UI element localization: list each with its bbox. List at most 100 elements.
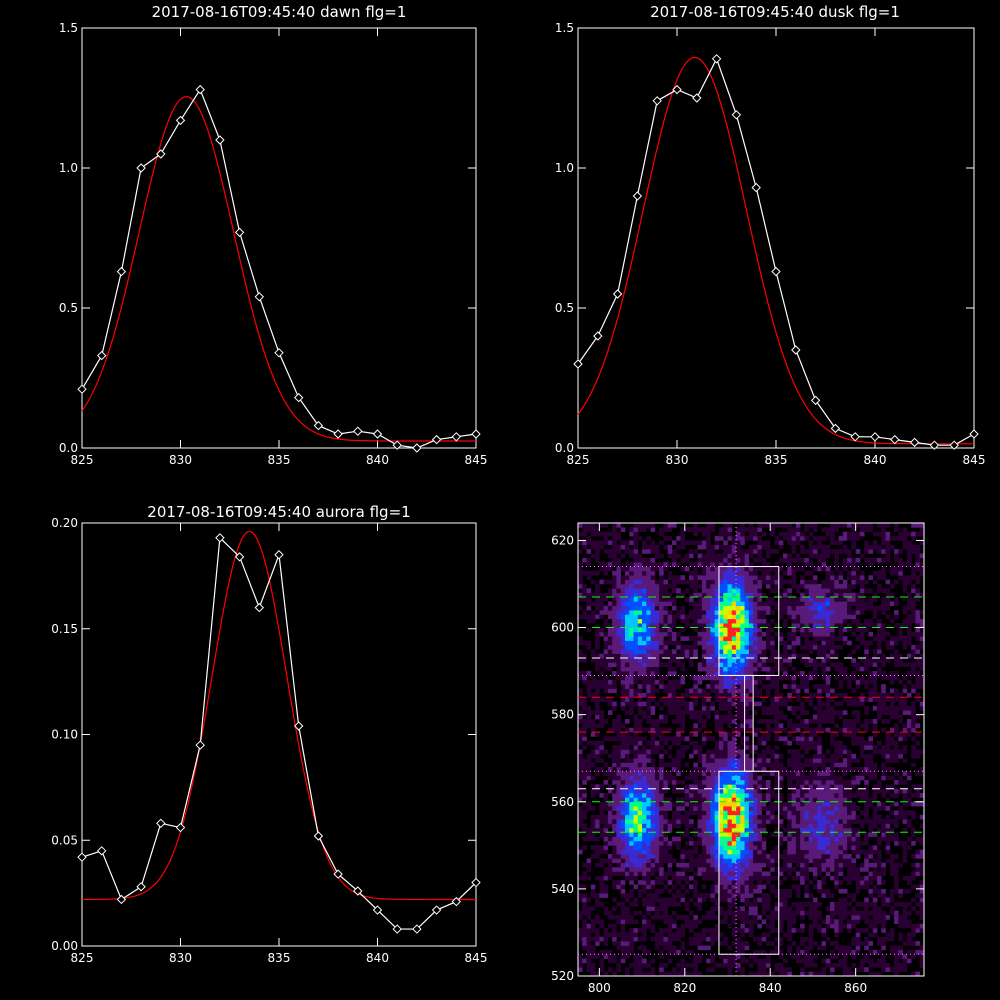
heatmap-cell xyxy=(633,932,639,938)
heatmap-cell xyxy=(727,888,733,894)
heatmap-cell xyxy=(603,906,609,911)
heatmap-cell xyxy=(633,871,639,877)
heatmap-cell xyxy=(710,845,715,850)
heatmap-cell xyxy=(663,788,668,794)
heatmap-cell xyxy=(821,793,827,798)
heatmap-cell xyxy=(757,614,762,620)
heatmap-cell xyxy=(646,570,651,576)
heatmap-cell xyxy=(800,875,805,881)
heatmap-cell xyxy=(599,523,604,528)
heatmap-cell xyxy=(718,771,724,776)
heatmap-cell xyxy=(842,840,848,846)
heatmap-cell xyxy=(590,692,596,698)
heatmap-cell xyxy=(629,858,634,864)
heatmap-cell xyxy=(629,766,634,772)
heatmap-cell xyxy=(718,793,724,798)
heatmap-cell xyxy=(731,597,737,602)
heatmap-cell xyxy=(680,932,686,938)
heatmap-cell xyxy=(680,797,686,803)
heatmap-cell xyxy=(795,845,801,850)
heatmap-cell xyxy=(693,779,698,785)
heatmap-cell xyxy=(714,875,720,881)
heatmap-cell xyxy=(761,884,767,890)
heatmap-cell xyxy=(650,710,656,715)
heatmap-cell xyxy=(740,840,745,846)
heatmap-cell xyxy=(795,823,801,829)
heatmap-cell xyxy=(842,723,848,729)
heatmap-cell xyxy=(830,893,835,898)
heatmap-cell xyxy=(637,653,643,659)
heatmap-cell xyxy=(646,579,651,585)
heatmap-cell xyxy=(748,614,754,620)
heatmap-cell xyxy=(599,801,604,807)
heatmap-cell xyxy=(821,854,827,859)
heatmap-cell xyxy=(671,858,677,864)
heatmap-cell xyxy=(761,958,767,964)
heatmap-cell xyxy=(599,719,604,724)
heatmap-cell xyxy=(783,701,788,707)
heatmap-cell xyxy=(847,949,852,955)
heatmap-cell xyxy=(808,627,814,633)
heatmap-cell xyxy=(637,614,643,620)
heatmap-cell xyxy=(624,915,630,920)
heatmap-cell xyxy=(595,653,600,659)
heatmap-cell xyxy=(642,601,647,607)
heatmap-cell xyxy=(620,697,626,702)
heatmap-cell xyxy=(757,627,762,633)
heatmap-cell xyxy=(770,575,775,580)
heatmap-cell xyxy=(646,962,651,968)
heatmap-cell xyxy=(607,814,613,820)
heatmap-cell xyxy=(637,583,643,589)
heatmap-cell xyxy=(646,618,651,624)
heatmap-cell xyxy=(804,806,809,811)
heatmap-cell xyxy=(761,919,767,925)
heatmap-cell xyxy=(812,601,818,607)
heatmap-cell xyxy=(578,771,583,776)
heatmap-cell xyxy=(800,775,805,781)
heatmap-cell xyxy=(783,597,788,602)
heatmap-cell xyxy=(817,727,822,733)
heatmap-cell xyxy=(800,614,805,620)
heatmap-cell xyxy=(778,675,784,681)
heatmap-cell xyxy=(637,854,643,859)
heatmap-cell xyxy=(817,854,822,859)
heatmap-cell xyxy=(706,762,711,768)
heatmap-cell xyxy=(633,675,639,681)
heatmap-cell xyxy=(599,749,604,755)
heatmap-cell xyxy=(599,671,604,676)
heatmap-cell xyxy=(689,570,694,576)
heatmap-cell xyxy=(804,727,809,733)
heatmap-cell xyxy=(770,531,775,537)
heatmap-cell xyxy=(731,797,737,803)
heatmap-cell xyxy=(761,592,767,598)
heatmap-cell xyxy=(654,906,660,911)
heatmap-cell xyxy=(633,575,639,580)
heatmap-cell xyxy=(825,579,831,585)
heatmap-cell xyxy=(727,784,733,790)
heatmap-cell xyxy=(659,531,664,537)
heatmap-cell xyxy=(748,705,754,711)
heatmap-cell xyxy=(761,644,767,650)
heatmap-cell xyxy=(778,614,784,620)
heatmap-cell xyxy=(834,919,839,925)
heatmap-cell xyxy=(710,705,715,711)
heatmap-cell xyxy=(637,836,643,842)
heatmap-cell xyxy=(706,610,711,615)
heatmap-cell xyxy=(774,928,780,933)
heatmap-cell xyxy=(778,880,784,885)
heatmap-cell xyxy=(701,840,707,846)
heatmap-cell xyxy=(744,636,750,641)
heatmap-cell xyxy=(842,592,848,598)
heatmap-cell xyxy=(761,897,767,903)
heatmap-cell xyxy=(714,840,720,846)
heatmap-cell xyxy=(718,779,724,785)
heatmap-cell xyxy=(667,923,673,929)
heatmap-cell xyxy=(838,701,844,707)
heatmap-cell xyxy=(599,562,604,567)
heatmap-cell xyxy=(808,784,814,790)
heatmap-cell xyxy=(706,605,711,611)
heatmap-cell xyxy=(808,819,814,824)
heatmap-cell xyxy=(812,806,818,811)
heatmap-cell xyxy=(812,784,818,790)
heatmap-cell xyxy=(723,871,728,877)
